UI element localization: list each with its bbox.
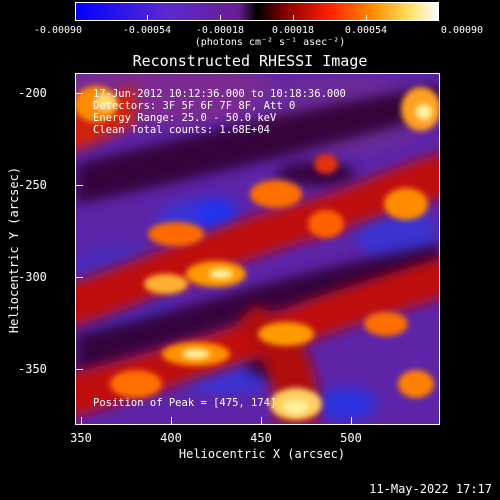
y-tick-label: -250 [18,178,47,192]
y-tick-label: -200 [18,86,47,100]
y-tick-label: -300 [18,270,47,284]
colorbar-tick [293,15,294,21]
x-tick-label: 400 [160,431,182,445]
y-tick-label: -350 [18,362,47,376]
colorbar-tick [147,15,148,21]
x-tick-mark [171,417,172,425]
y-tick-mark [75,185,83,186]
y-tick-mark [75,93,83,94]
x-tick-mark [81,417,82,425]
x-tick-mark [261,417,262,425]
x-tick-label: 500 [340,431,362,445]
colorbar-units: (photons cm⁻² s⁻¹ asec⁻²) [194,37,346,48]
colorbar-label: 0.00054 [344,25,388,36]
x-tick-mark [351,417,352,425]
x-tick-label: 350 [70,431,92,445]
colorbar-tick [220,15,221,21]
colorbar-tick [366,15,367,21]
timestamp: 11-May-2022 17:17 [369,482,492,496]
colorbar-label: 0.00018 [271,25,315,36]
detectors: Detectors: 3F 5F 6F 7F 8F, Att 0 [93,100,296,112]
colorbar-label: -0.00090 [33,25,83,36]
plot-title: Reconstructed RHESSI Image [132,52,368,70]
colorbar-label: 0.00090 [440,25,484,36]
time-range: 17-Jun-2012 10:12:36.000 to 10:18:36.000 [93,88,346,100]
y-tick-mark [75,369,83,370]
rhessi-image-canvas [76,74,439,424]
colorbar-label: -0.00054 [122,25,172,36]
energy-range: Energy Range: 25.0 - 50.0 keV [93,112,277,124]
colorbar [75,2,439,21]
y-axis-label: Heliocentric Y (arcsec) [7,166,21,334]
peak-position: Position of Peak = [475, 174] [93,397,277,409]
colorbar-label: -0.00018 [195,25,245,36]
rhessi-image: 17-Jun-2012 10:12:36.000 to 10:18:36.000… [75,73,440,425]
y-tick-mark [75,277,83,278]
clean-total-counts: Clean Total counts: 1.68E+04 [93,124,271,136]
x-axis-label: Heliocentric X (arcsec) [178,447,346,461]
x-tick-label: 450 [250,431,272,445]
